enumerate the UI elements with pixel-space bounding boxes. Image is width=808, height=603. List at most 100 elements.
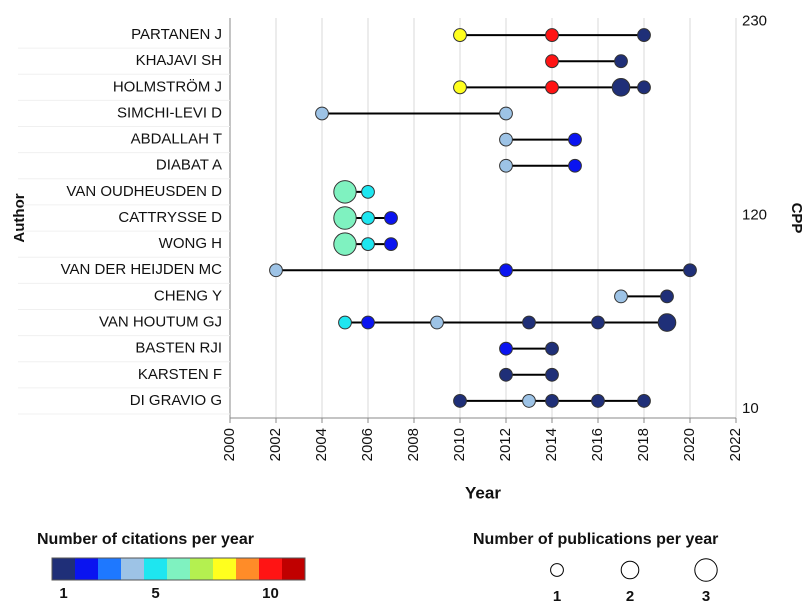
author-label: ABDALLAH T <box>131 131 222 148</box>
colorbar-cell <box>213 558 236 580</box>
dot <box>683 263 697 278</box>
dot <box>384 237 398 252</box>
dot <box>499 341 513 356</box>
author-label: WONG H <box>159 235 222 252</box>
author-label: PARTANEN J <box>131 26 222 43</box>
colorbar-tick-label: 10 <box>262 585 279 602</box>
dot <box>361 184 375 199</box>
dot <box>499 367 513 382</box>
x-tick-label: 2012 <box>497 428 514 461</box>
colorbar-cell <box>236 558 259 580</box>
dot <box>338 315 352 330</box>
author-label: CATTRYSSE D <box>118 209 222 226</box>
dot <box>591 315 605 330</box>
dot <box>611 78 631 97</box>
dot <box>545 341 559 356</box>
dot <box>430 315 444 330</box>
dot <box>361 315 375 330</box>
x-tick-label: 2018 <box>635 428 652 461</box>
colorbar-tick-label: 1 <box>59 585 67 602</box>
dot <box>499 158 513 173</box>
colorbar-frame <box>51 557 306 581</box>
dot <box>568 158 582 173</box>
dot <box>453 80 467 95</box>
dot <box>545 80 559 95</box>
dot <box>591 394 605 408</box>
x-tick-label: 2020 <box>681 428 698 461</box>
dot <box>453 394 467 408</box>
author-label: DIABAT A <box>156 157 222 174</box>
author-label: BASTEN RJI <box>135 340 222 357</box>
author-label: VAN DER HEIJDEN MC <box>61 261 223 278</box>
x-tick-label: 2010 <box>451 428 468 461</box>
colorbar-cell <box>167 558 190 580</box>
dot <box>545 367 559 382</box>
y2-tick-label: 10 <box>742 400 759 417</box>
colorbar-title: Number of citations per year <box>37 531 254 548</box>
colorbar-cell <box>190 558 213 580</box>
author-label: VAN HOUTUM GJ <box>99 314 222 331</box>
dot <box>269 263 283 278</box>
dot <box>614 54 628 69</box>
colorbar-tick-label: 5 <box>151 585 159 602</box>
dot <box>522 315 536 330</box>
x-tick-label: 2002 <box>267 428 284 461</box>
x-tick-label: 2008 <box>405 428 422 461</box>
author-label: SIMCHI-LEVI D <box>117 104 222 121</box>
size-legend-marker <box>550 563 564 577</box>
author-label: HOLMSTRÖM J <box>113 77 222 95</box>
dot <box>361 237 375 252</box>
dot <box>614 289 628 304</box>
author-label: CHENG Y <box>154 287 222 304</box>
x-tick-label: 2016 <box>589 428 606 461</box>
dot <box>545 54 559 69</box>
dot <box>568 132 582 147</box>
size-legend-label: 3 <box>702 588 710 603</box>
size-legend-label: 2 <box>626 588 634 603</box>
dot <box>545 394 559 408</box>
dot <box>499 263 513 278</box>
colorbar-cell <box>98 558 121 580</box>
author-label: VAN OUDHEUSDEN D <box>66 183 222 200</box>
y-axis-label: Author <box>11 193 28 242</box>
dot <box>637 394 651 408</box>
dot <box>499 106 513 121</box>
x-tick-label: 2014 <box>543 428 560 461</box>
colorbar-cell <box>52 558 75 580</box>
dot <box>545 28 559 42</box>
colorbar-cell <box>144 558 167 580</box>
x-axis-label: Year <box>465 483 501 502</box>
dot <box>657 313 677 332</box>
colorbar-cell <box>75 558 98 580</box>
colorbar-cell <box>282 558 305 580</box>
dot <box>660 289 674 304</box>
size-legend-marker <box>694 558 718 582</box>
author-label: KARSTEN F <box>138 366 222 383</box>
dot <box>453 28 467 42</box>
size-legend-label: 1 <box>553 588 561 603</box>
dot <box>637 28 651 42</box>
dot <box>637 80 651 95</box>
author-label: DI GRAVIO G <box>130 392 222 409</box>
dot <box>333 180 357 204</box>
x-tick-label: 2022 <box>727 428 744 461</box>
size-legend-marker <box>620 560 640 580</box>
dot <box>499 132 513 147</box>
colorbar-cell <box>259 558 282 580</box>
colorbar-cell <box>121 558 144 580</box>
y2-axis-label: CPP <box>788 203 805 234</box>
dot <box>333 206 357 230</box>
dot <box>315 106 329 121</box>
dot <box>522 394 536 408</box>
x-tick-label: 2004 <box>313 428 330 461</box>
dot <box>333 232 357 256</box>
x-tick-label: 2006 <box>359 428 376 461</box>
size-legend-title: Number of publications per year <box>473 531 718 548</box>
dot <box>361 211 375 225</box>
x-tick-label: 2000 <box>221 428 238 461</box>
author-label: KHAJAVI SH <box>136 52 222 69</box>
y2-tick-label: 120 <box>742 206 767 223</box>
y2-tick-label: 230 <box>742 12 767 29</box>
dot <box>384 211 398 225</box>
